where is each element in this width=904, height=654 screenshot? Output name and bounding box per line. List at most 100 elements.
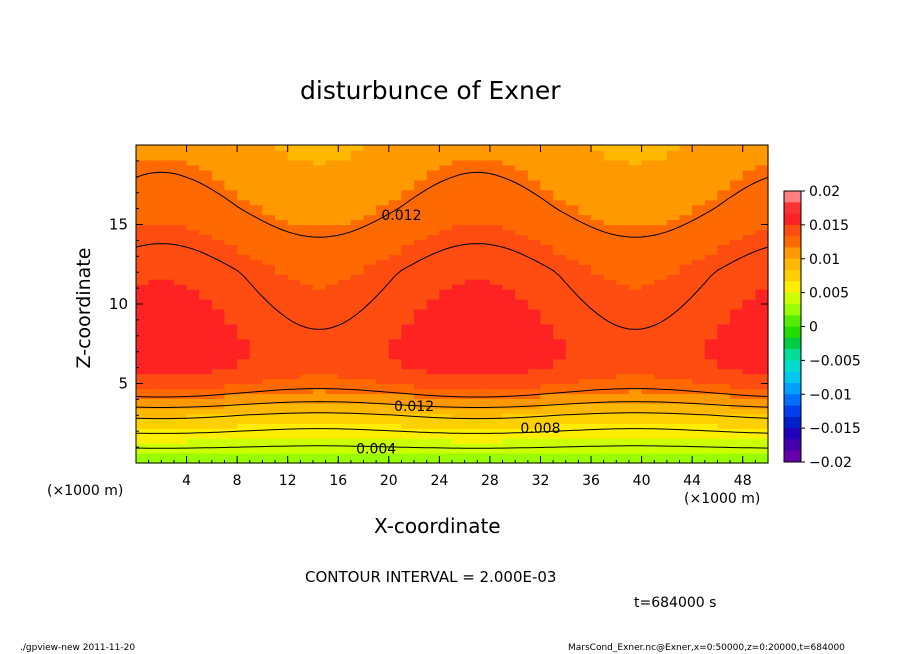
field-cell <box>224 408 238 414</box>
field-cell <box>452 244 466 250</box>
field-cell <box>426 269 440 275</box>
field-cell <box>325 438 339 444</box>
field-cell <box>325 244 339 250</box>
field-cell <box>477 209 491 216</box>
field-cell <box>704 358 719 365</box>
field-cell <box>717 279 731 285</box>
field-cell <box>502 199 516 206</box>
field-cell <box>641 154 655 161</box>
field-cell <box>692 328 706 335</box>
field-cell <box>730 189 744 196</box>
field-cell <box>616 458 630 464</box>
field-cell <box>515 234 529 241</box>
field-cell <box>376 189 390 196</box>
field-cell <box>730 378 744 385</box>
field-cell <box>742 378 756 385</box>
field-cell <box>148 294 162 300</box>
field-cell <box>388 254 403 260</box>
field-cell <box>616 453 630 459</box>
colorbar-swatch <box>784 439 801 452</box>
field-cell <box>325 239 339 245</box>
field-cell <box>616 239 630 245</box>
field-cell <box>730 239 744 245</box>
field-cell <box>654 274 668 280</box>
field-cell <box>186 373 200 380</box>
field-cell <box>692 229 706 236</box>
field-cell <box>464 368 478 375</box>
field-cell <box>186 378 200 385</box>
field-cell <box>300 318 314 325</box>
field-cell <box>565 164 579 171</box>
field-cell <box>300 294 314 300</box>
field-cell <box>628 164 643 171</box>
field-cell <box>666 388 681 395</box>
field-cell <box>654 418 668 424</box>
field-cell <box>628 318 643 325</box>
field-cell <box>489 184 504 191</box>
field-cell <box>275 264 289 270</box>
field-cell <box>161 214 175 221</box>
field-cell <box>401 368 415 375</box>
field-cell <box>540 383 554 390</box>
field-cell <box>489 418 504 424</box>
field-cell <box>452 313 466 320</box>
field-cell <box>426 254 440 260</box>
field-cell <box>300 308 314 315</box>
field-cell <box>679 194 693 201</box>
field-cell <box>426 164 440 171</box>
field-cell <box>704 348 719 355</box>
field-cell <box>287 413 301 419</box>
field-cell <box>287 254 301 260</box>
field-cell <box>489 383 504 390</box>
field-cell <box>211 224 226 231</box>
field-cell <box>591 254 605 260</box>
field-cell <box>325 428 339 434</box>
field-cell <box>578 418 592 424</box>
field-cell <box>527 174 542 181</box>
field-cell <box>199 164 213 171</box>
field-cell <box>376 433 390 439</box>
field-cell <box>742 398 756 404</box>
field-cell <box>224 294 238 300</box>
field-cell <box>401 448 415 454</box>
field-cell <box>414 169 428 176</box>
field-cell <box>136 433 150 439</box>
field-cell <box>515 224 529 231</box>
field-cell <box>350 403 365 409</box>
field-cell <box>439 373 453 380</box>
field-cell <box>161 254 175 260</box>
field-cell <box>275 333 289 340</box>
field-cell <box>211 234 226 241</box>
field-cell <box>628 145 643 151</box>
field-cell <box>502 413 516 419</box>
field-cell <box>338 304 352 310</box>
field-cell <box>439 194 453 201</box>
field-cell <box>616 318 630 325</box>
field-cell <box>224 154 238 161</box>
field-cell <box>477 373 491 380</box>
field-cell <box>553 189 567 196</box>
field-cell <box>540 299 554 305</box>
field-cell <box>553 159 567 166</box>
field-cell <box>654 353 668 360</box>
field-cell <box>452 348 466 355</box>
field-cell <box>616 199 630 206</box>
field-cell <box>224 368 238 375</box>
field-cell <box>237 458 251 464</box>
field-cell <box>464 164 478 171</box>
field-cell <box>755 458 769 464</box>
field-cell <box>527 378 542 385</box>
field-cell <box>414 289 428 295</box>
field-cell <box>237 214 251 221</box>
field-cell <box>477 403 491 409</box>
field-cell <box>161 174 175 181</box>
field-cell <box>489 453 504 459</box>
field-cell <box>464 408 478 414</box>
field-cell <box>426 453 440 459</box>
field-cell <box>376 159 390 166</box>
field-cell <box>312 358 327 365</box>
field-cell <box>161 388 175 395</box>
field-cell <box>199 149 213 156</box>
field-cell <box>452 328 466 335</box>
field-cell <box>717 249 731 255</box>
